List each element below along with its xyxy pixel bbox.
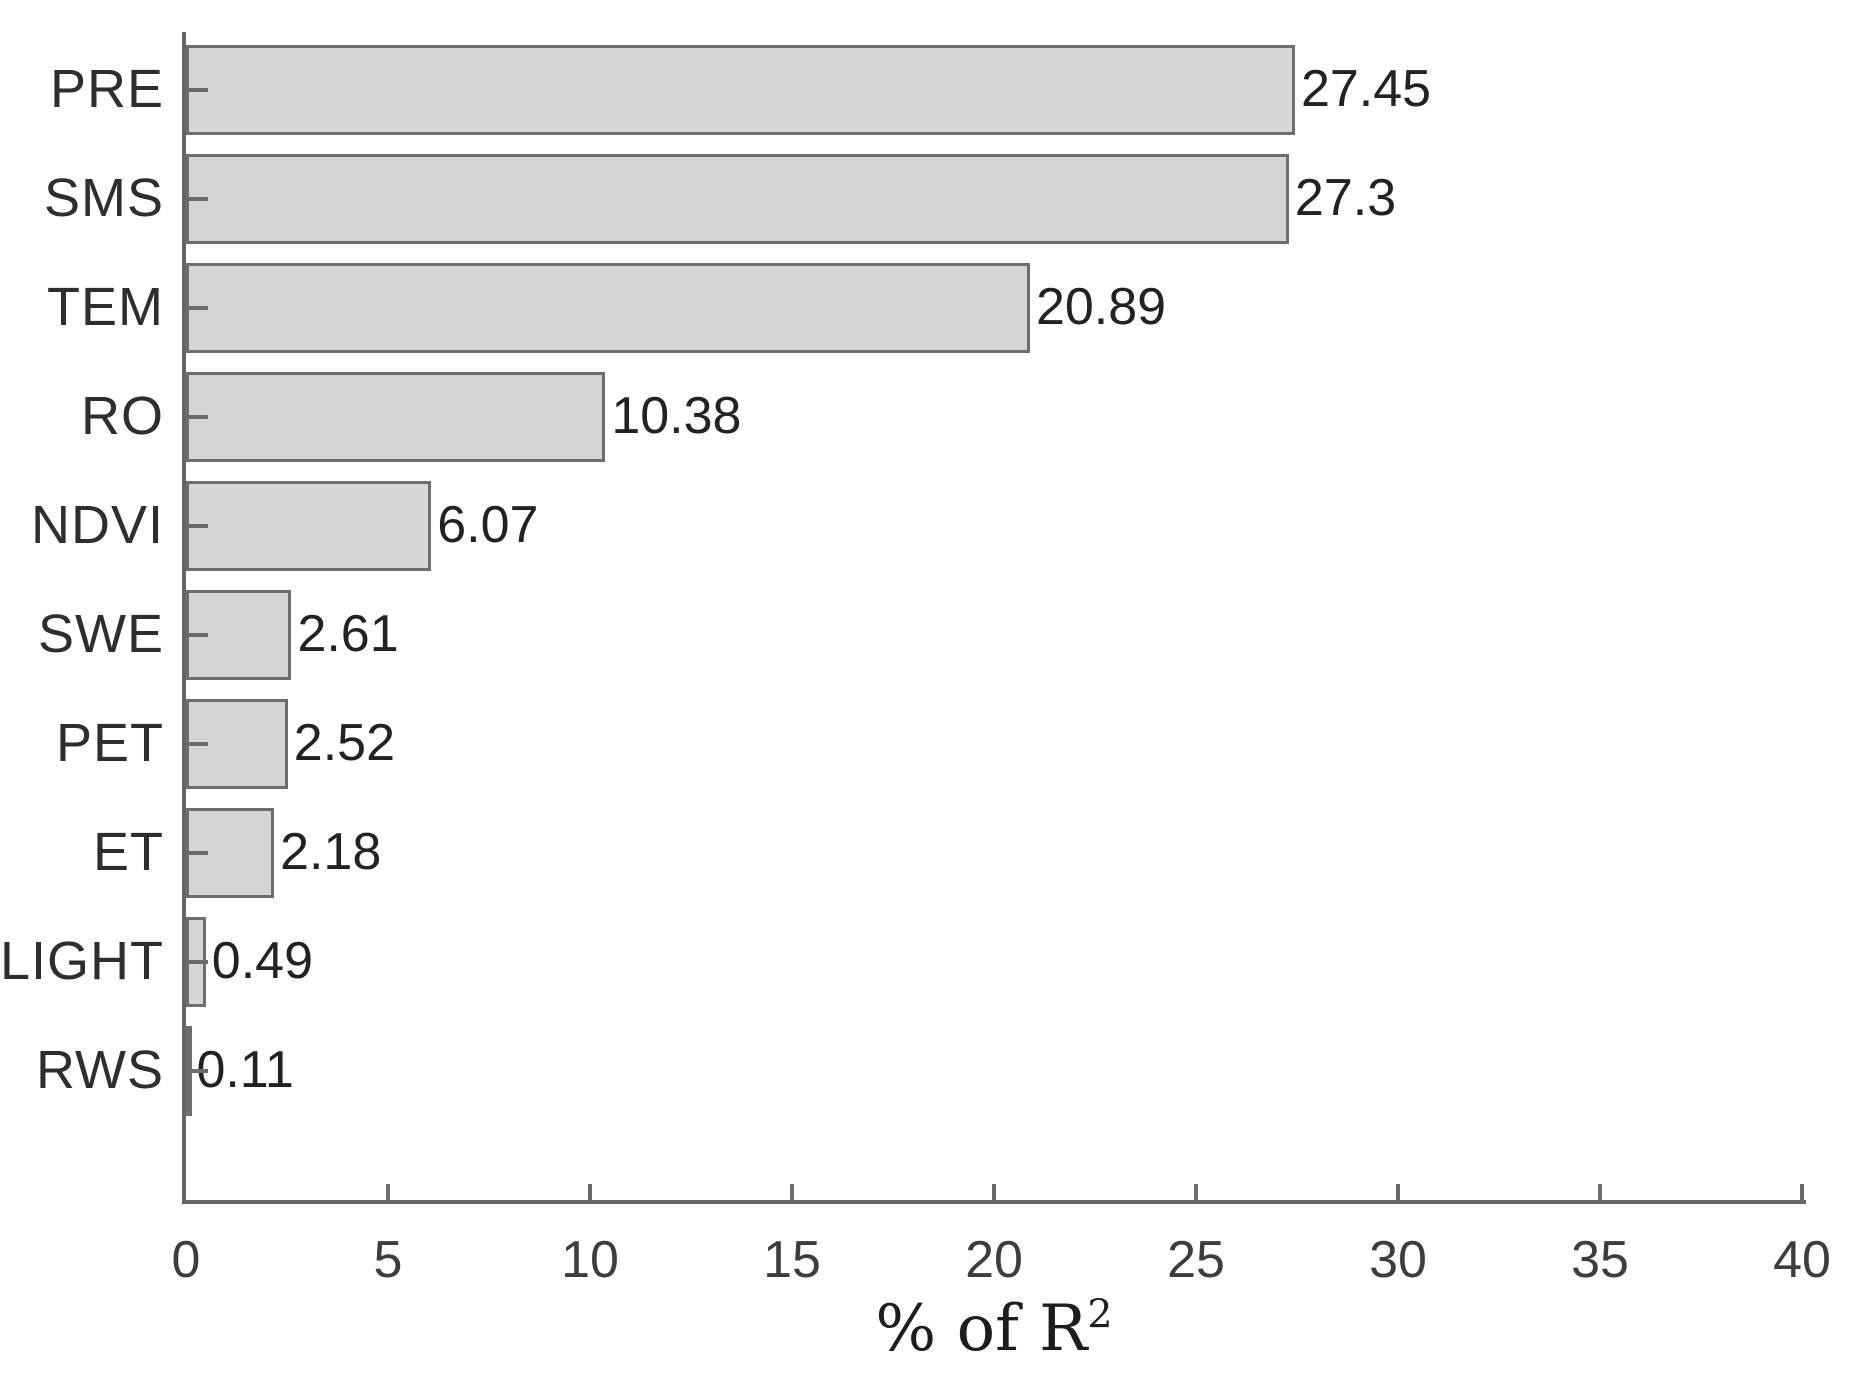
- x-tick-25: [1194, 1184, 1198, 1200]
- y-tick-pre: [186, 88, 208, 92]
- y-tick-rws: [186, 1069, 208, 1073]
- category-label-pre: PRE: [49, 58, 164, 119]
- y-tick-sms: [186, 197, 208, 201]
- y-tick-et: [186, 851, 208, 855]
- value-label-ndvi: 6.07: [437, 495, 539, 554]
- y-axis-line: [182, 32, 186, 1204]
- value-label-tem: 20.89: [1035, 277, 1167, 336]
- x-tick-5: [386, 1184, 390, 1200]
- x-tick-label-35: 35: [1571, 1231, 1629, 1289]
- category-label-rws: RWS: [35, 1039, 164, 1100]
- bar-ro: [186, 372, 606, 462]
- x-tick-label-5: 5: [373, 1231, 403, 1289]
- y-tick-light: [186, 960, 208, 964]
- x-tick-label-30: 30: [1369, 1231, 1427, 1289]
- y-tick-ndvi: [186, 524, 208, 528]
- value-label-swe: 2.61: [297, 604, 399, 663]
- x-tick-40: [1800, 1184, 1804, 1200]
- y-tick-tem: [186, 306, 208, 310]
- category-label-swe: SWE: [37, 603, 164, 664]
- y-tick-ro: [186, 415, 208, 419]
- category-label-pet: PET: [55, 712, 164, 773]
- x-axis-line: [182, 1200, 1806, 1204]
- value-label-et: 2.18: [280, 822, 382, 881]
- bar-tem: [186, 263, 1030, 353]
- value-label-rws: 0.11: [196, 1040, 294, 1099]
- y-tick-pet: [186, 742, 208, 746]
- x-tick-label-10: 10: [561, 1231, 619, 1289]
- x-tick-30: [1396, 1184, 1400, 1200]
- x-tick-label-15: 15: [763, 1231, 821, 1289]
- bar-sms: [186, 154, 1289, 244]
- x-tick-35: [1598, 1184, 1602, 1200]
- bar-ndvi: [186, 481, 432, 571]
- y-tick-swe: [186, 633, 208, 637]
- category-label-ndvi: NDVI: [30, 494, 164, 555]
- x-tick-20: [992, 1184, 996, 1200]
- bar-pre: [186, 45, 1295, 135]
- x-tick-label-40: 40: [1773, 1231, 1831, 1289]
- category-label-light: LIGHT: [0, 930, 165, 991]
- category-label-et: ET: [92, 821, 164, 882]
- category-label-tem: TEM: [47, 276, 164, 337]
- x-tick-label-0: 0: [171, 1231, 201, 1289]
- category-label-sms: SMS: [43, 167, 164, 228]
- value-label-pre: 27.45: [1300, 59, 1432, 118]
- value-label-sms: 27.3: [1294, 168, 1397, 227]
- x-tick-10: [588, 1184, 592, 1200]
- x-axis-title: % of R2: [875, 1291, 1113, 1366]
- value-label-light: 0.49: [211, 931, 313, 990]
- x-tick-label-25: 25: [1167, 1231, 1225, 1289]
- value-label-ro: 10.38: [611, 386, 742, 445]
- value-label-pet: 2.52: [293, 713, 396, 772]
- category-label-ro: RO: [81, 385, 164, 446]
- x-tick-15: [790, 1184, 794, 1200]
- x-tick-label-20: 20: [965, 1231, 1023, 1289]
